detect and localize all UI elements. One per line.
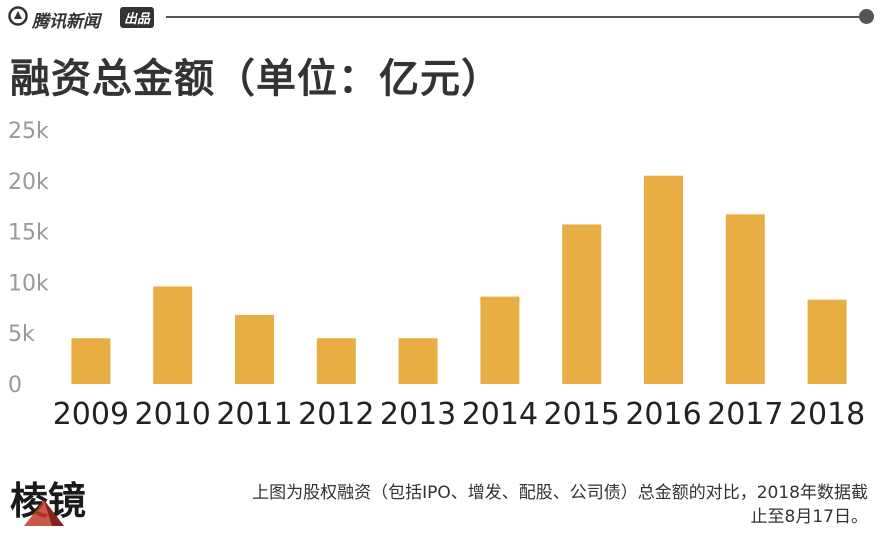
x-tick-label: 2018 (789, 397, 865, 432)
x-tick-label: 2014 (462, 397, 538, 432)
bar-2013 (398, 338, 438, 384)
x-tick-label: 2017 (707, 397, 783, 432)
x-tick-label: 2009 (53, 397, 129, 432)
brand-name: 腾讯新闻 (32, 12, 100, 32)
bar-2018 (807, 299, 847, 384)
bar-2016 (644, 175, 683, 384)
y-tick-label: 15k (8, 221, 49, 246)
prism-logo: 棱镜 (10, 479, 86, 526)
x-tick-label: 2010 (135, 397, 211, 432)
footnote: 上图为股权融资（包括IPO、增发、配股、公司债）总金额的对比，2018年数据截 … (128, 481, 868, 529)
chart-title: 融资总金额（单位：亿元） (10, 56, 502, 102)
y-tick-label: 10k (8, 271, 49, 296)
tencent-news-logo-icon (8, 6, 28, 26)
x-tick-label: 2012 (298, 397, 374, 432)
y-tick-label: 5k (8, 322, 35, 347)
bar-2009 (71, 338, 111, 384)
bar-2010 (153, 286, 193, 384)
bar-2011 (235, 314, 274, 384)
footnote-line-2: 止至8月17日。 (750, 507, 868, 527)
x-tick-label: 2016 (625, 397, 701, 432)
y-tick-label: 25k (8, 119, 49, 144)
bar-2014 (480, 296, 520, 384)
x-tick-label: 2011 (216, 397, 292, 432)
x-tick-label: 2013 (380, 397, 456, 432)
x-tick-label: 2015 (544, 397, 620, 432)
bar-2015 (562, 224, 602, 384)
bar-2012 (316, 338, 356, 384)
header: 腾讯新闻 出品 (8, 6, 874, 32)
bar-2017 (725, 214, 765, 384)
footnote-line-1: 上图为股权融资（包括IPO、增发、配股、公司债）总金额的对比，2018年数据截 (252, 483, 868, 503)
header-dot (859, 9, 874, 24)
y-tick-label: 0 (8, 373, 22, 398)
brand-badge: 出品 (120, 7, 155, 28)
y-tick-label: 20k (8, 170, 49, 195)
header-divider (166, 16, 863, 18)
